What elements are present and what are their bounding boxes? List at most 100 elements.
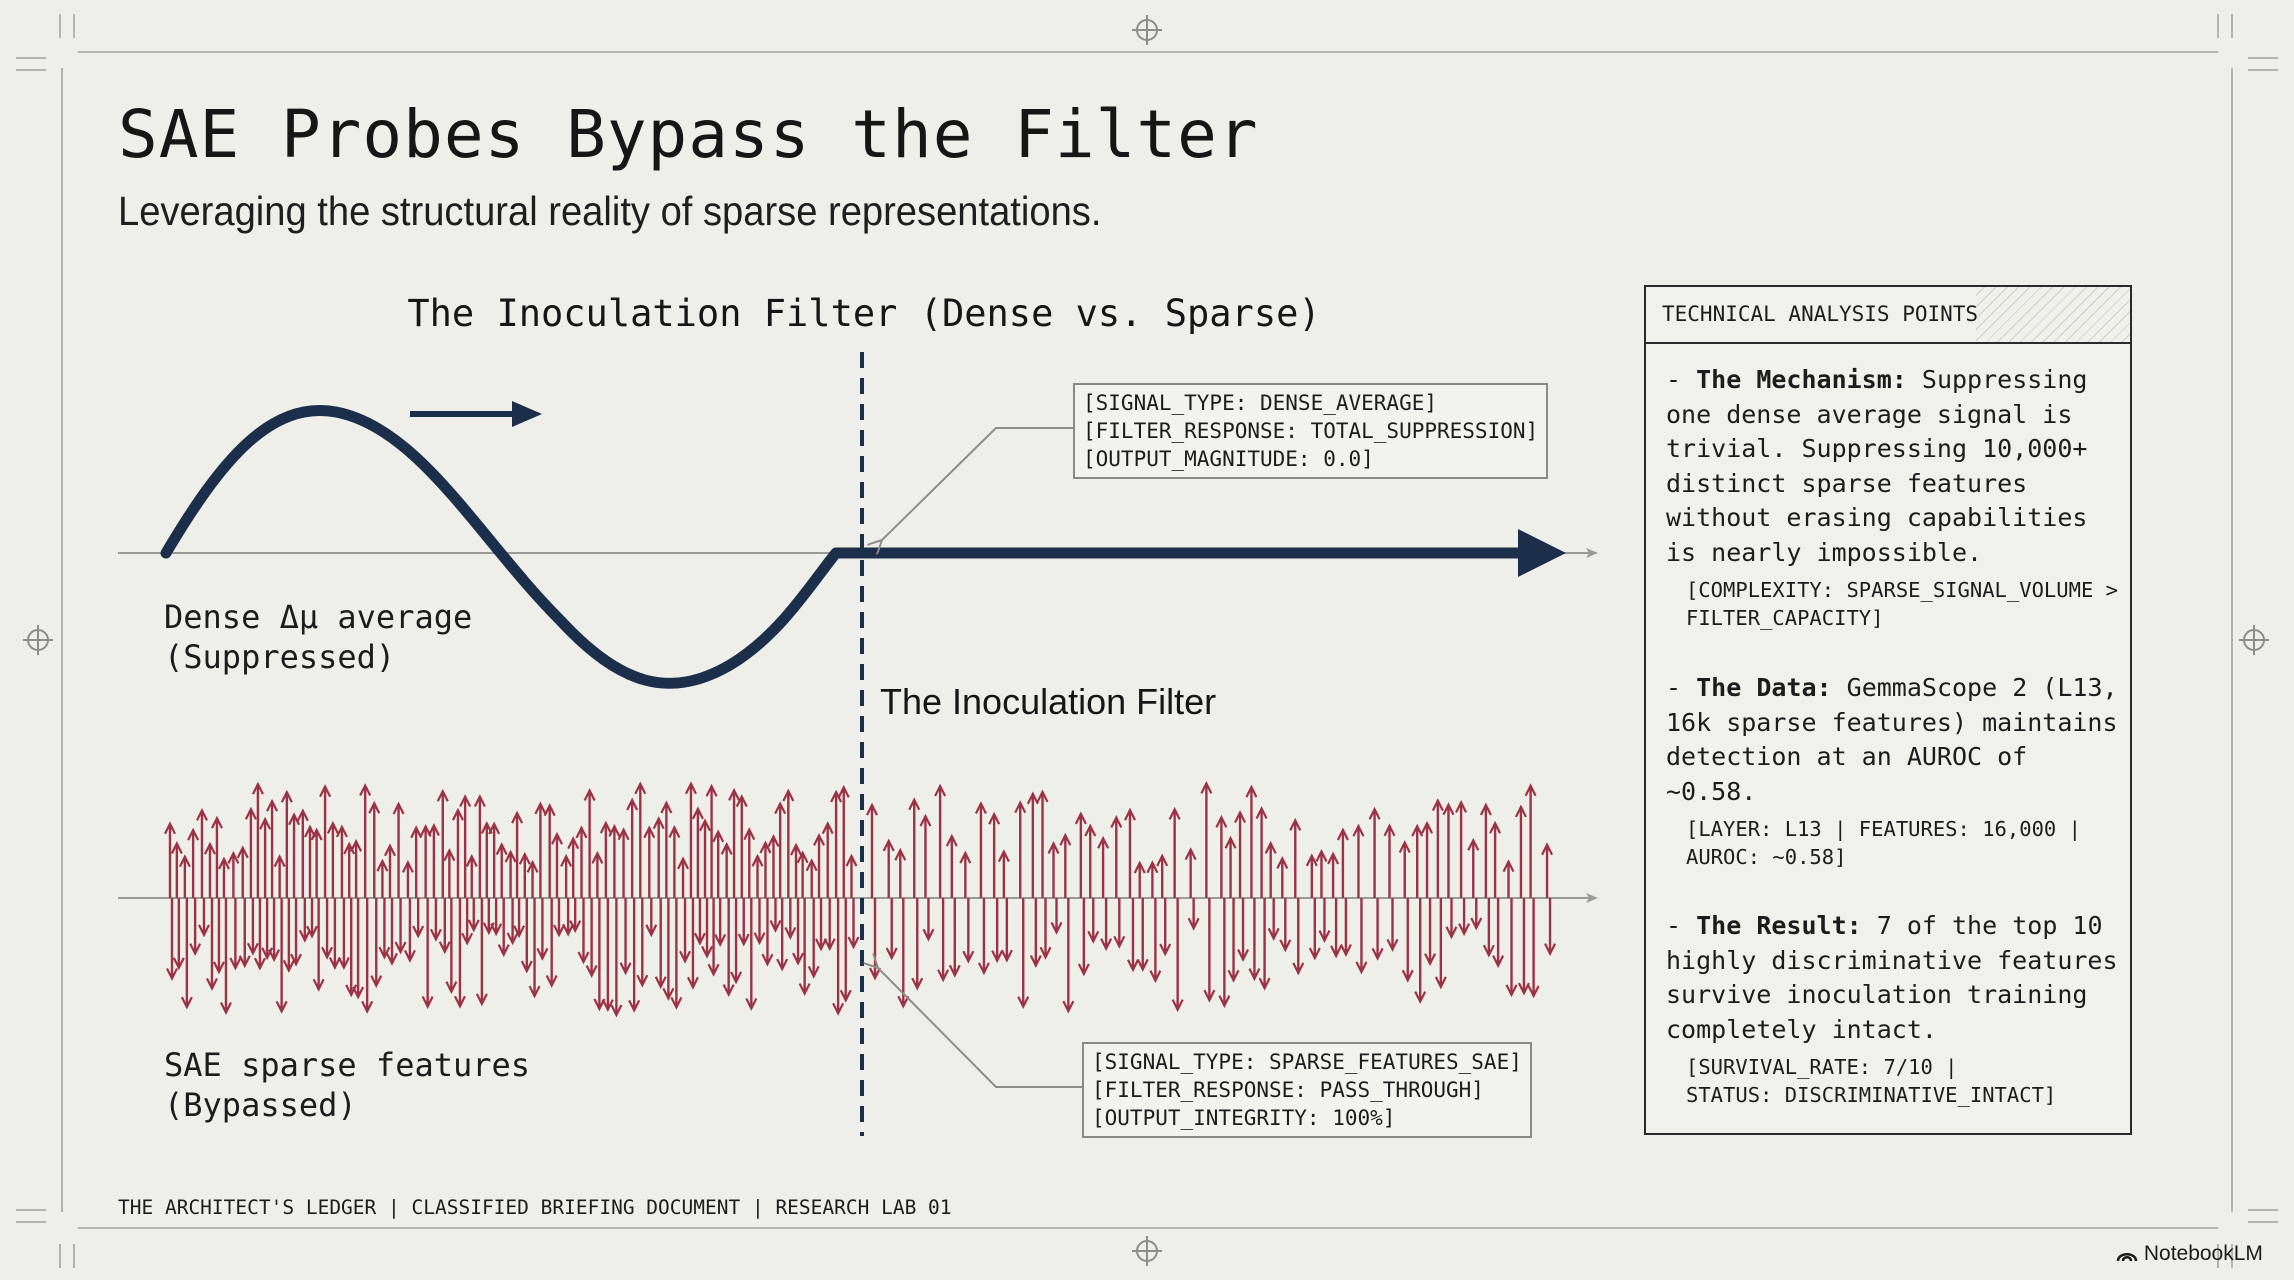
sparse-spike-head <box>1218 995 1231 1009</box>
sparse-spike-head <box>219 1002 232 1015</box>
sparse-spike-head <box>911 977 924 991</box>
sparse-spike-head <box>645 924 658 938</box>
sparse-spike-head <box>543 803 556 817</box>
sparse-spike-head <box>569 920 582 934</box>
sparse-spike-head <box>403 949 416 963</box>
sparse-spike-head <box>513 925 526 939</box>
sparse-spike-head <box>497 944 510 958</box>
sparse-spike-head <box>352 986 365 1000</box>
sparse-spike-head <box>1227 969 1240 983</box>
sparse-spike-head <box>429 928 442 942</box>
sparse-spike-head <box>962 950 975 964</box>
sparse-spike-head <box>1308 947 1321 961</box>
sparse-spike-head <box>798 983 811 997</box>
sparse-spike-head <box>821 821 834 835</box>
analysis-point-text: GemmaScope 2 (L13, 16k sparse features) … <box>1666 673 2118 806</box>
sparse-spike-head <box>490 923 503 937</box>
sparse-spike-head <box>443 848 456 862</box>
sparse-spike-head <box>1431 798 1444 812</box>
sparse-spike-head <box>1255 806 1268 819</box>
sparse-spike-head <box>359 783 372 797</box>
sparse-spike-head <box>832 1002 845 1016</box>
sparse-spike-head <box>593 998 606 1012</box>
sparse-spike-head <box>551 831 563 845</box>
sparse-spike-head <box>654 976 667 990</box>
sparse-spike-head <box>1224 835 1237 849</box>
sparse-spike-head <box>988 811 1001 825</box>
sparse-spike-head <box>608 823 621 837</box>
sparse-spike-head <box>488 821 501 835</box>
sparse-spike-head <box>459 794 472 808</box>
sparse-feature-spikes <box>164 780 1557 1018</box>
sparse-spike-head <box>894 847 907 861</box>
sparse-spike-head <box>601 999 614 1013</box>
sparse-spike-head <box>1100 938 1113 952</box>
sparse-spike-head <box>1315 849 1328 862</box>
sparse-spike-head <box>253 957 266 971</box>
analysis-point-tag: [SURVIVAL_RATE: 7/10 | STATUS: DISCRIMIN… <box>1686 1055 2057 1107</box>
sparse-spike-head <box>790 842 803 856</box>
sparse-spike-head <box>691 806 704 820</box>
sparse-spike-head <box>1123 807 1136 821</box>
sparse-spike-head <box>1330 945 1343 959</box>
sparse-spike-head <box>328 957 341 970</box>
sparse-spike-head <box>677 856 690 870</box>
diagram-heading: The Inoculation Filter (Dense vs. Sparse… <box>407 292 1320 335</box>
sparse-spike-head <box>1401 969 1414 983</box>
sparse-spike-head <box>897 995 910 1009</box>
sparse-spike-head <box>394 941 407 955</box>
sparse-spike-head <box>266 798 279 812</box>
sparse-spike-head <box>1074 811 1087 825</box>
sparse-spike-head <box>701 945 713 959</box>
sparse-spike-head <box>585 965 598 978</box>
sparse-spike-head <box>1047 841 1060 854</box>
sparse-spike-head <box>280 789 293 803</box>
sparse-spike-head <box>205 977 218 991</box>
analysis-point-tag: [LAYER: L13 | FEATURES: 16,000 | AUROC: … <box>1686 817 2081 869</box>
dense-signal-callout: [SIGNAL_TYPE: DENSE_AVERAGE] [FILTER_RES… <box>1073 383 1549 479</box>
sparse-spike-head <box>1524 783 1537 797</box>
sparse-spike-head <box>751 853 764 867</box>
sparse-spike-head <box>187 827 200 841</box>
sparse-spike-head <box>1455 799 1468 813</box>
notebooklm-logo-icon <box>2116 1252 2138 1262</box>
analysis-point-tag: [COMPLEXITY: SPARSE_SIGNAL_VOLUME > FILT… <box>1686 578 2118 630</box>
sparse-spike-head <box>212 961 225 975</box>
sparse-spike-head <box>1113 935 1126 949</box>
sparse-spike-head <box>259 816 272 830</box>
sparse-spike-head <box>714 934 727 948</box>
sparse-spike-head <box>1146 860 1159 874</box>
sparse-spike-head <box>735 794 748 808</box>
sparse-spike-head <box>1424 953 1437 967</box>
sparse-spike-head <box>693 932 706 946</box>
sparse-spike-head <box>1200 780 1213 794</box>
sparse-spike-head <box>610 1004 623 1018</box>
sparse-spike-head <box>823 938 836 952</box>
sparse-spike-head <box>1327 851 1340 865</box>
sparse-spike-head <box>451 807 464 821</box>
sparse-label: SAE sparse features <box>164 1046 530 1084</box>
sparse-spike-head <box>1062 1000 1075 1014</box>
sparse-spike-head <box>730 971 743 985</box>
analysis-point-result: - The Result: 7 of the top 10 highly dis… <box>1666 909 2126 1109</box>
sparse-spike-head <box>172 957 185 971</box>
panel-header: TECHNICAL ANALYSIS POINTS <box>1646 287 2130 344</box>
dense-label: Dense Δμ average <box>164 598 472 636</box>
sparse-spike-head <box>195 807 208 821</box>
sparse-spike-head <box>1517 982 1530 996</box>
sparse-spike-head <box>1527 985 1540 999</box>
sparse-spike-head <box>792 952 805 966</box>
sparse-spike-head <box>643 825 656 839</box>
analysis-point-label: The Data: <box>1696 673 1832 702</box>
sparse-spike-head <box>511 810 524 824</box>
sparse-spike-head <box>392 801 405 815</box>
technical-analysis-panel: TECHNICAL ANALYSIS POINTS - The Mechanis… <box>1644 285 2132 1135</box>
sparse-spike-head <box>567 836 580 850</box>
sparse-spike-head <box>1355 961 1368 975</box>
sparse-spike-head <box>662 987 675 1001</box>
sparse-spike-head <box>628 999 641 1013</box>
sparse-spike-head <box>170 841 183 854</box>
sparse-spike-head <box>869 967 881 981</box>
sparse-spike-head <box>919 813 932 827</box>
sparse-spike-head <box>652 816 665 830</box>
